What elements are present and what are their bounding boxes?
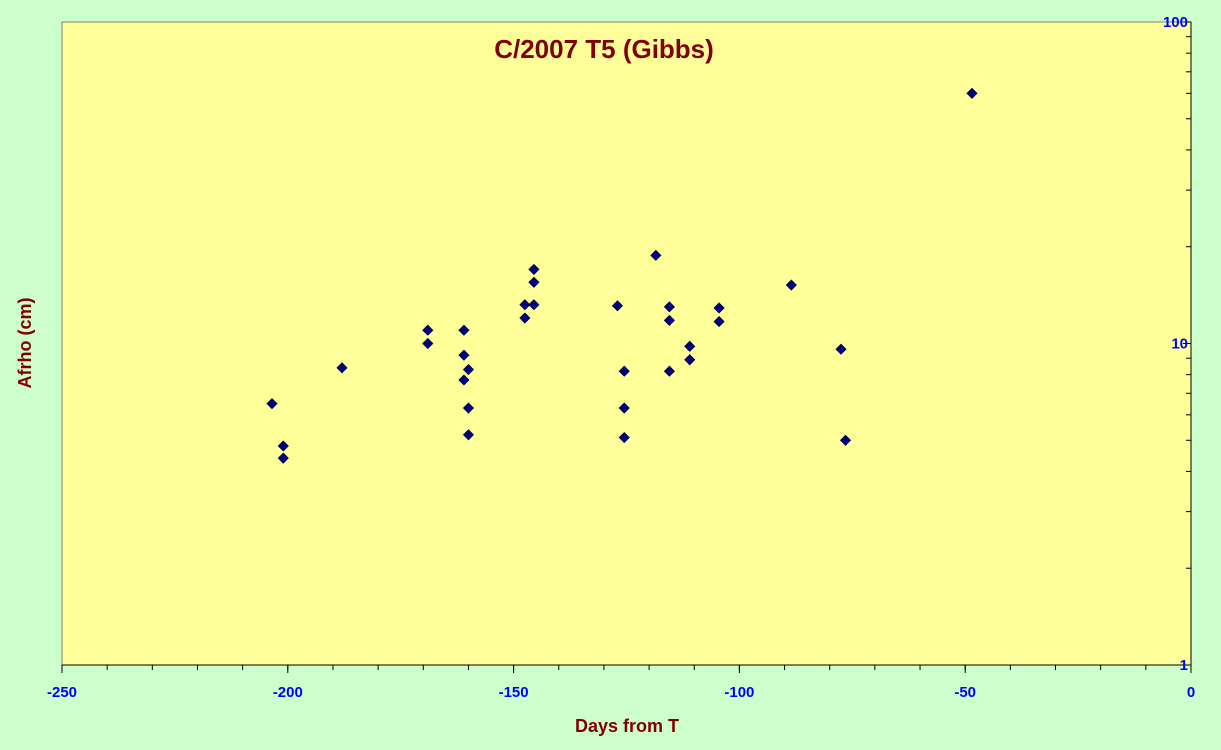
data-point [713, 316, 725, 328]
data-point [519, 312, 531, 324]
data-point [422, 337, 434, 350]
y-tick-label: 10 [1171, 336, 1188, 353]
data-point [458, 324, 470, 336]
data-point [835, 343, 847, 355]
data-point [422, 324, 434, 336]
y-tick-label: 1 [1180, 657, 1188, 674]
data-point [663, 365, 675, 377]
data-point [519, 299, 531, 311]
data-point [528, 299, 540, 311]
data-point [684, 340, 696, 352]
data-point [713, 302, 725, 314]
data-point [618, 365, 630, 377]
data-point [839, 434, 852, 446]
data-point [458, 374, 470, 386]
data-point [618, 431, 630, 444]
data-point [618, 402, 630, 414]
data-point [684, 354, 696, 366]
data-point [528, 276, 540, 288]
y-tick-label: 100 [1163, 14, 1188, 31]
x-tick-label: -250 [47, 684, 77, 701]
axes-group: -250 -200 -150 -100 -50 0 1 10 100 [47, 14, 1195, 701]
data-points-group [266, 87, 978, 464]
data-point [528, 263, 540, 275]
plot-area [61, 21, 1192, 666]
data-point [277, 440, 289, 452]
data-point [336, 362, 348, 374]
data-point [462, 429, 475, 441]
data-point [966, 87, 978, 99]
x-tick-label: -100 [724, 684, 754, 701]
x-tick-label: -150 [499, 684, 529, 701]
data-point [663, 301, 675, 313]
data-point [650, 249, 662, 261]
data-point [266, 398, 278, 410]
data-point [277, 452, 289, 464]
data-point [462, 363, 475, 376]
data-point [462, 402, 475, 414]
chart-title: C/2007 T5 (Gibbs) [494, 34, 714, 64]
data-point [611, 300, 624, 312]
x-axis-title: Days from T [575, 716, 679, 736]
x-tick-label: -200 [273, 684, 303, 701]
x-tick-label: -50 [954, 684, 976, 701]
data-point [458, 349, 470, 361]
y-axis-title: Afrho (cm) [15, 298, 35, 389]
data-point [663, 314, 675, 326]
x-tick-label: 0 [1187, 684, 1195, 701]
data-point [785, 279, 797, 291]
